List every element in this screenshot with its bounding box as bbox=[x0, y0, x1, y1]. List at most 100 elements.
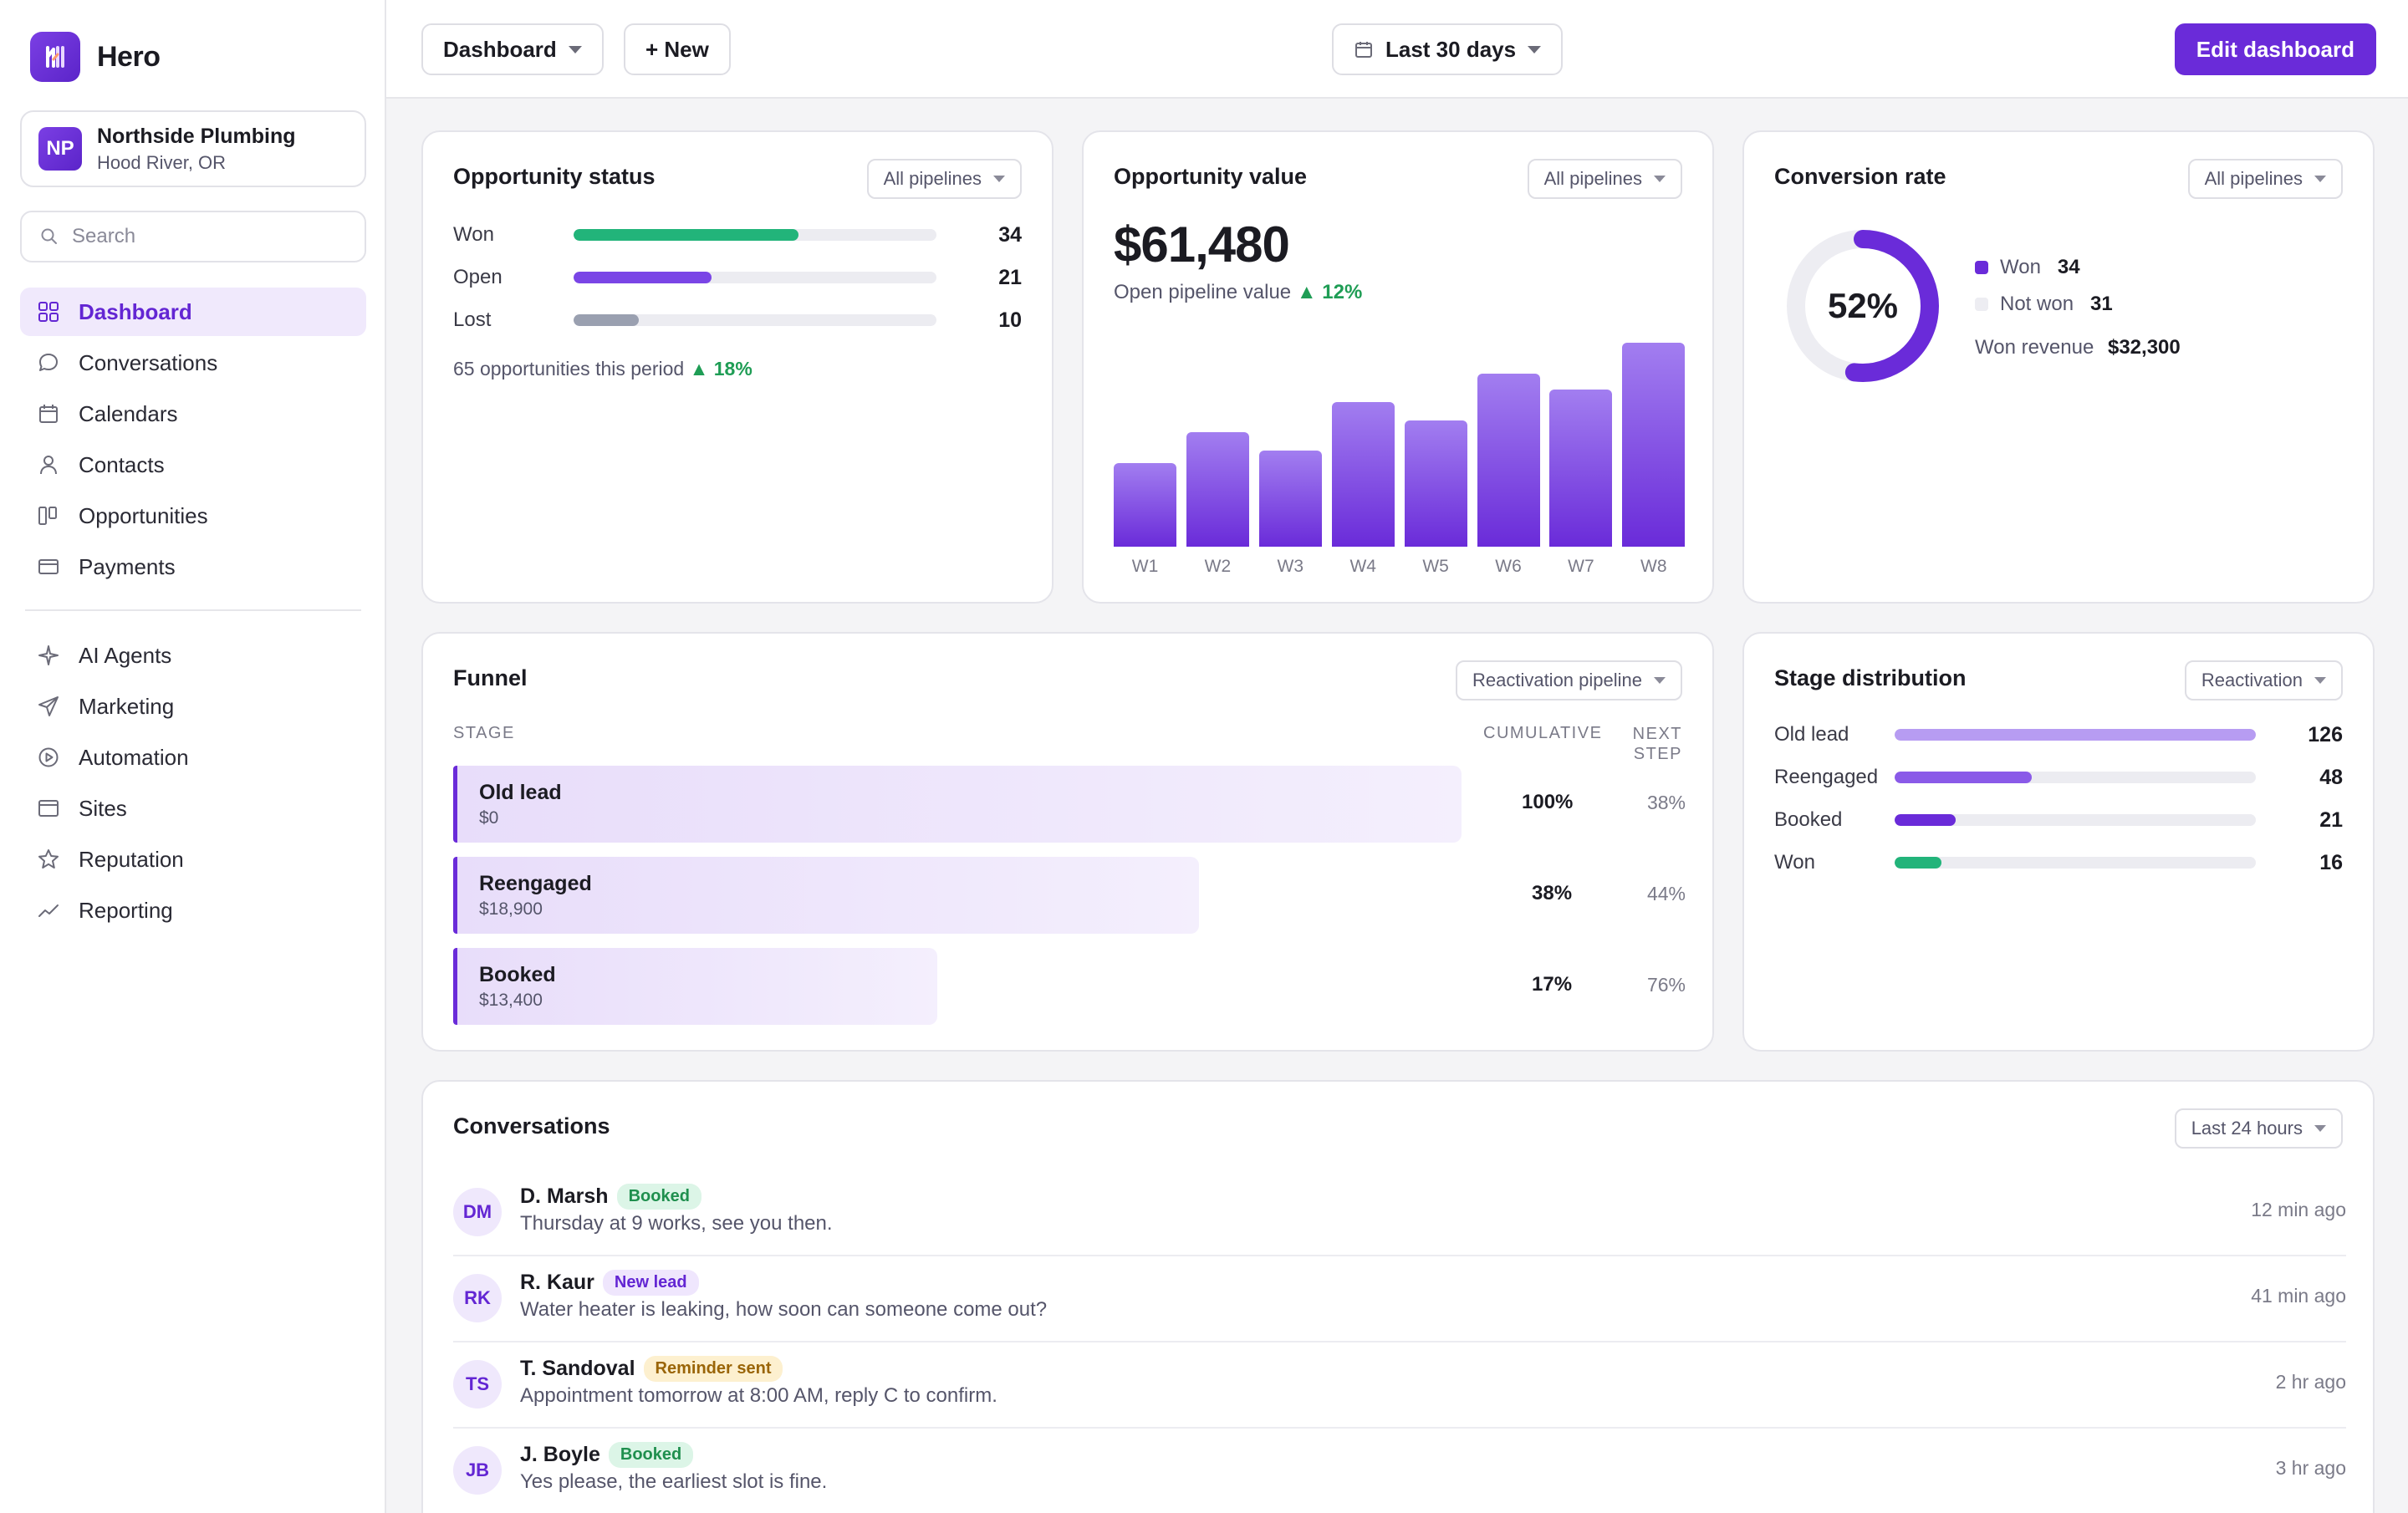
pipeline-filter-label: Reactivation bbox=[2201, 670, 2303, 690]
nav-item-marketing[interactable]: Marketing bbox=[20, 682, 366, 731]
search-input[interactable]: Search bbox=[20, 211, 366, 262]
contact-name: T. Sandoval bbox=[520, 1357, 635, 1380]
date-range-select[interactable]: Last 30 days bbox=[1332, 23, 1564, 75]
funnel-card: Funnel Reactivation pipeline STAGE CUMUL… bbox=[421, 632, 1714, 1052]
funnel-row[interactable]: Old lead $0 100% 38% bbox=[453, 766, 1686, 843]
account-switcher[interactable]: NP Northside Plumbing Hood River, OR bbox=[20, 110, 366, 187]
funnel-row[interactable]: Reengaged $18,900 38% 44% bbox=[453, 857, 1686, 934]
message-preview: Yes please, the earliest slot is fine. bbox=[520, 1470, 828, 1493]
funnel-cumulative: 17% bbox=[1532, 973, 1573, 996]
conversation-row[interactable]: RK R. Kaur New lead Water heater is leak… bbox=[453, 1256, 2346, 1342]
trend-line-icon bbox=[38, 904, 59, 917]
calendar-icon bbox=[1355, 42, 1372, 58]
time-filter[interactable]: Last 24 hours bbox=[2174, 1108, 2343, 1149]
nav-item-ai-agents[interactable]: AI Agents bbox=[20, 631, 366, 680]
funnel-bar: Old lead $0 bbox=[453, 766, 1462, 843]
status-track bbox=[574, 314, 936, 326]
nav-label: Dashboard bbox=[79, 298, 192, 324]
status-label: Lost bbox=[453, 308, 492, 331]
pipeline-filter[interactable]: All pipelines bbox=[866, 159, 1022, 199]
status-value: 10 bbox=[998, 308, 1022, 332]
pipeline-filter[interactable]: All pipelines bbox=[1527, 159, 1682, 199]
grid-icon bbox=[38, 302, 59, 322]
new-button[interactable]: + New bbox=[624, 23, 731, 75]
kanban-icon bbox=[38, 507, 57, 525]
value-bar-w2 bbox=[1186, 432, 1249, 547]
brand[interactable]: Hero bbox=[30, 32, 161, 82]
nav-item-sites[interactable]: Sites bbox=[20, 784, 366, 833]
conversation-name: T. Sandoval Reminder sent bbox=[520, 1356, 783, 1382]
dashboard-select[interactable]: Dashboard bbox=[421, 23, 604, 75]
status-badge: Booked bbox=[608, 1442, 694, 1468]
new-button-label: + New bbox=[645, 36, 709, 62]
funnel-col-cumulative: CUMULATIVE bbox=[1483, 724, 1603, 742]
edit-dashboard-button[interactable]: Edit dashboard bbox=[2174, 23, 2376, 75]
hero-logo-icon bbox=[30, 32, 80, 82]
conversation-row[interactable]: JB J. Boyle Booked Yes please, the earli… bbox=[453, 1429, 2346, 1513]
funnel-cumulative: 38% bbox=[1532, 882, 1573, 904]
stage-fill bbox=[1895, 814, 1956, 826]
conversation-row[interactable]: DM D. Marsh Booked Thursday at 9 works, … bbox=[453, 1170, 2346, 1256]
card-title: Conversations bbox=[453, 1113, 610, 1139]
message-preview: Appointment tomorrow at 8:00 AM, reply C… bbox=[520, 1384, 997, 1407]
avatar: TS bbox=[453, 1360, 502, 1409]
stage-value: 126 bbox=[2308, 722, 2343, 746]
conversation-name: J. Boyle Booked bbox=[520, 1442, 694, 1468]
status-label: Open bbox=[453, 266, 503, 288]
sparkle-icon bbox=[38, 645, 59, 665]
funnel-next-step: 38% bbox=[1646, 792, 1686, 813]
weekly-value-chart bbox=[1114, 299, 1686, 547]
nav-item-reporting[interactable]: Reporting bbox=[20, 886, 366, 935]
status-value: 34 bbox=[998, 222, 1022, 247]
legend-not-won-label: Not won bbox=[2000, 293, 2074, 315]
message-preview: Water heater is leaking, how soon can so… bbox=[520, 1298, 1048, 1321]
pipeline-filter[interactable]: Reactivation pipeline bbox=[1455, 660, 1682, 700]
nav-item-calendars[interactable]: Calendars bbox=[20, 390, 366, 438]
contact-name: J. Boyle bbox=[520, 1443, 600, 1466]
value-bar-w7 bbox=[1549, 390, 1613, 547]
nav-item-conversations[interactable]: Conversations bbox=[20, 339, 366, 387]
won-revenue: Won revenue $32,300 bbox=[1975, 336, 2181, 359]
conversation-row[interactable]: TS T. Sandoval Reminder sent Appointment… bbox=[453, 1342, 2346, 1429]
person-icon bbox=[40, 456, 57, 475]
send-icon bbox=[38, 696, 59, 716]
funnel-next-step: 76% bbox=[1646, 974, 1686, 996]
status-row-lost: Lost 10 bbox=[453, 308, 1022, 333]
funnel-row[interactable]: Booked $13,400 17% 76% bbox=[453, 948, 1686, 1025]
status-row-open: Open 21 bbox=[453, 265, 1022, 290]
stage-track bbox=[1895, 772, 2256, 783]
legend-won-label: Won bbox=[2000, 256, 2041, 278]
sidebar: Hero NP Northside Plumbing Hood River, O… bbox=[0, 0, 386, 1513]
pipeline-filter[interactable]: Reactivation bbox=[2184, 660, 2343, 700]
nav-item-opportunities[interactable]: Opportunities bbox=[20, 492, 366, 540]
nav-label: Opportunities bbox=[79, 502, 208, 528]
status-value: 21 bbox=[998, 265, 1022, 289]
nav-item-payments[interactable]: Payments bbox=[20, 543, 366, 591]
browser-window-icon bbox=[38, 800, 59, 817]
status-footer: 65 opportunities this period ▲ 18% bbox=[453, 358, 752, 380]
dashboard-select-label: Dashboard bbox=[443, 36, 557, 62]
pipeline-filter-label: All pipelines bbox=[883, 168, 982, 189]
value-bar-w8 bbox=[1622, 343, 1686, 547]
nav-label: Payments bbox=[79, 553, 176, 579]
opportunity-status-card: Opportunity status All pipelines Won 34 … bbox=[421, 130, 1054, 604]
status-fill bbox=[574, 272, 712, 283]
conversation-name: R. Kaur New lead bbox=[520, 1270, 699, 1296]
edit-dashboard-label: Edit dashboard bbox=[2196, 36, 2354, 62]
nav-item-automation[interactable]: Automation bbox=[20, 733, 366, 782]
nav-item-reputation[interactable]: Reputation bbox=[20, 835, 366, 884]
pipeline-filter[interactable]: All pipelines bbox=[2187, 159, 2343, 199]
stage-track bbox=[1895, 814, 2256, 826]
funnel-bar: Reengaged $18,900 bbox=[453, 857, 1200, 934]
stage-fill bbox=[1895, 857, 1942, 869]
chat-bubble-icon bbox=[39, 354, 58, 371]
stage-row: Won 16 bbox=[1774, 850, 2343, 875]
chevron-down-icon bbox=[1528, 45, 1542, 53]
pipeline-subtitle: Open pipeline value ▲ 12% bbox=[1114, 281, 1362, 304]
conversation-name: D. Marsh Booked bbox=[520, 1184, 701, 1210]
date-range-label: Last 30 days bbox=[1385, 36, 1517, 62]
search-placeholder: Search bbox=[72, 225, 136, 247]
nav-item-dashboard[interactable]: Dashboard bbox=[20, 288, 366, 336]
nav-label: Automation bbox=[79, 744, 189, 770]
nav-item-contacts[interactable]: Contacts bbox=[20, 441, 366, 489]
